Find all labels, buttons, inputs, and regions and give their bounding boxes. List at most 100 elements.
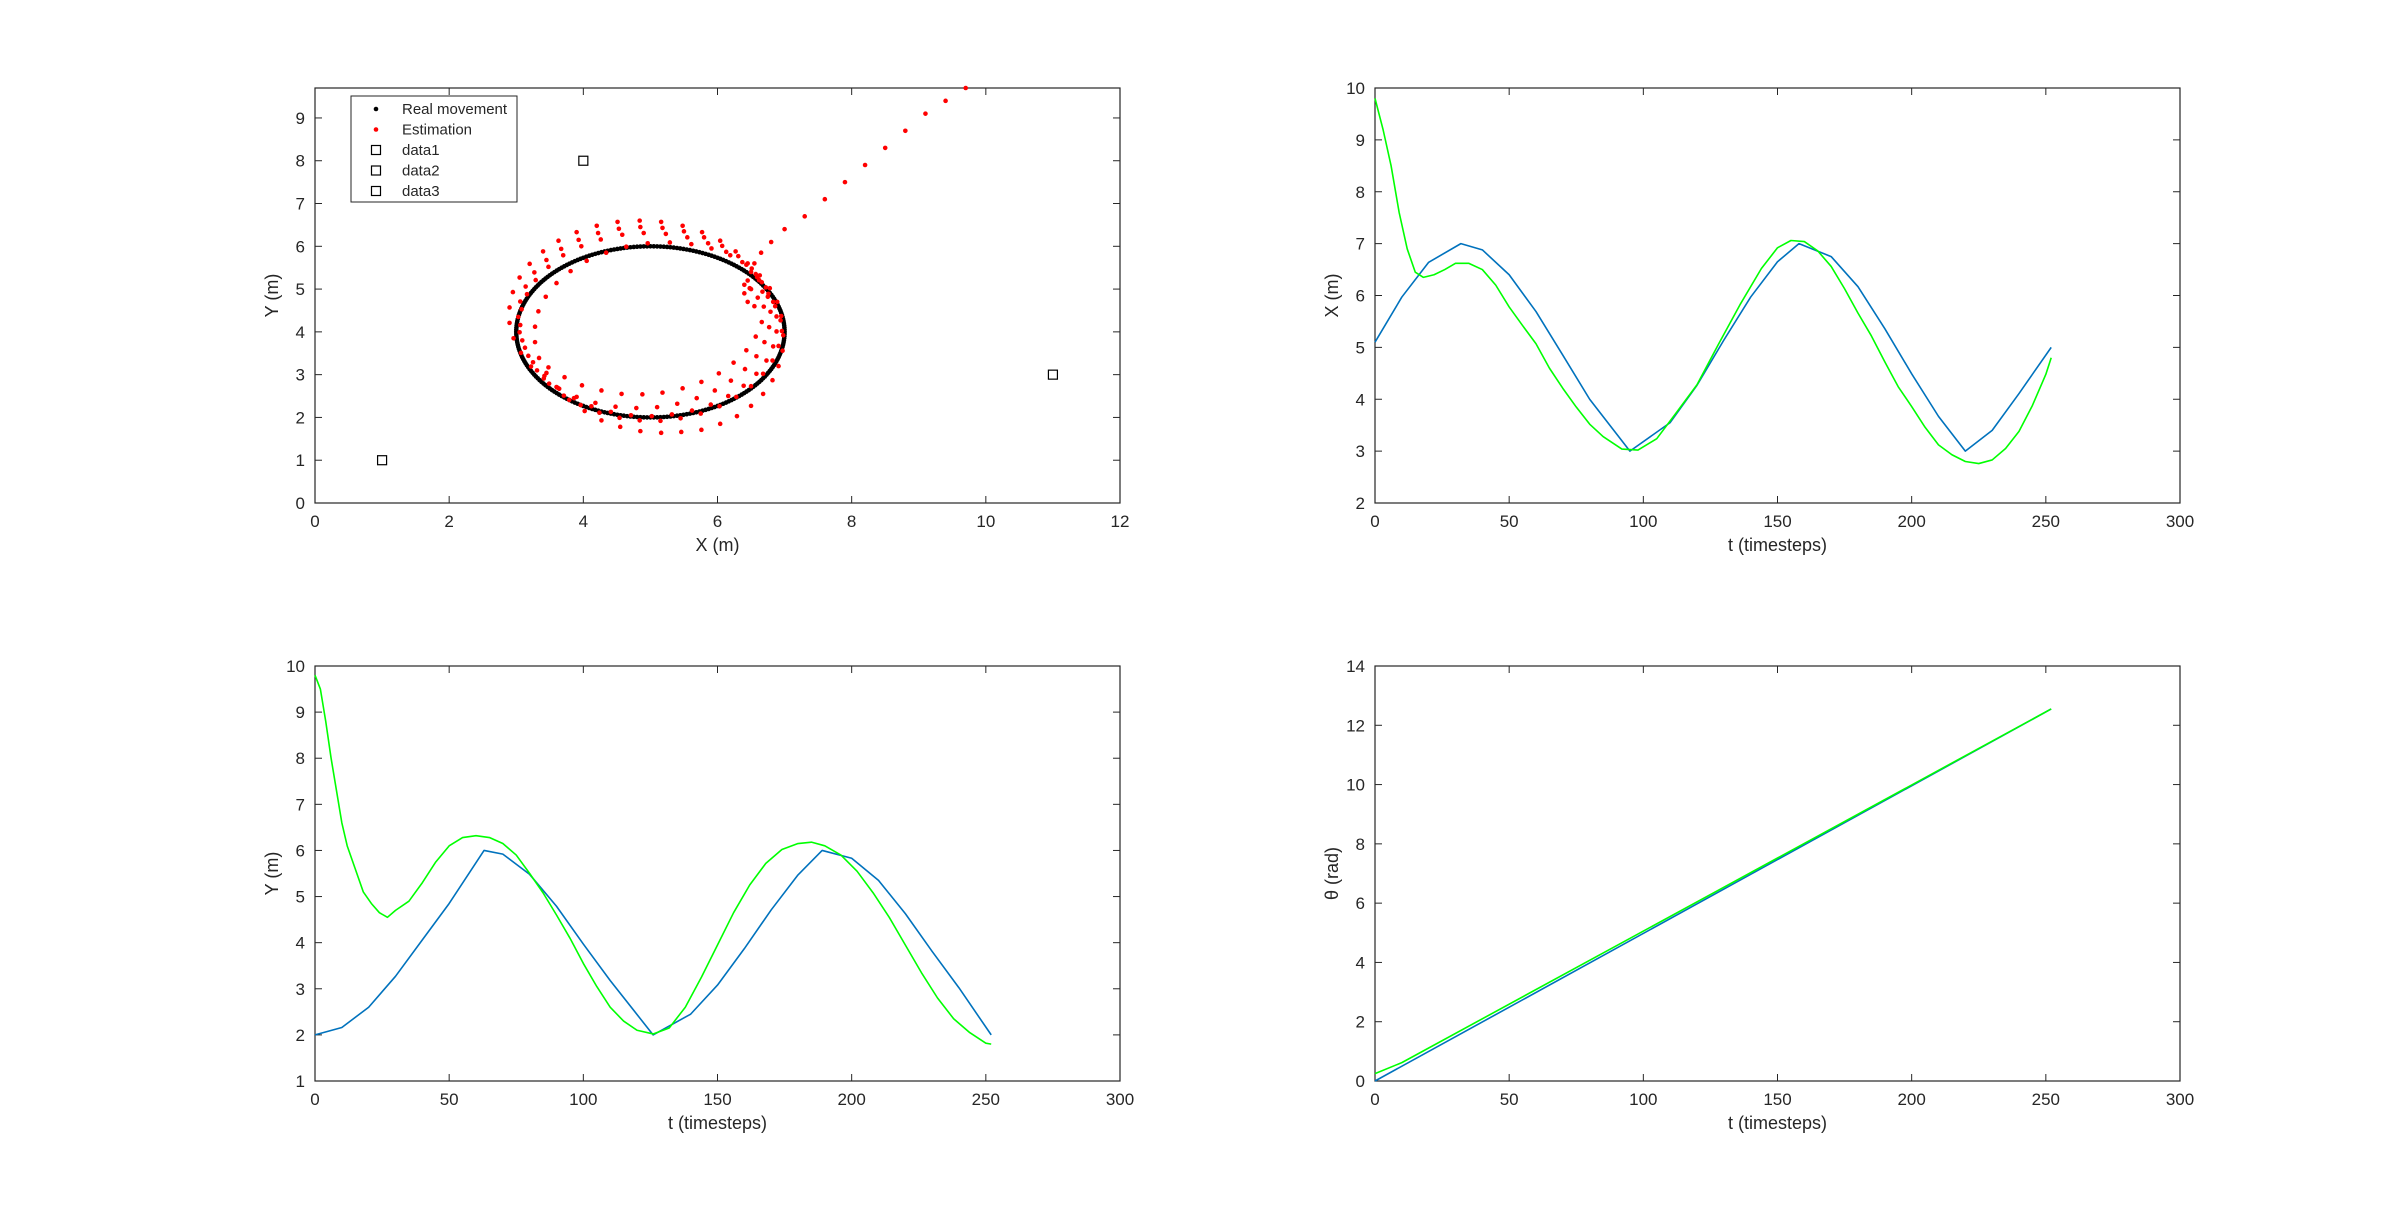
estimation-point: [760, 371, 766, 377]
estimation-point: [546, 365, 551, 370]
y-tick-label: 2: [296, 1026, 305, 1045]
estimation-point: [574, 229, 579, 235]
estimation-point: [556, 238, 561, 244]
estimation-point: [779, 328, 785, 334]
estimation-point: [768, 239, 774, 245]
estimation-point: [597, 410, 602, 416]
x-tick-label: 100: [1629, 512, 1657, 531]
landmark-data1: [376, 455, 388, 466]
estimation-point: [723, 249, 729, 255]
landmark-data2: [578, 155, 589, 166]
estimation-point: [768, 309, 773, 315]
estimation-point: [745, 278, 750, 283]
estimation-point: [742, 282, 747, 288]
estimation-point: [584, 258, 589, 264]
y-axis-label: Y (m): [262, 852, 282, 896]
estimation-point: [532, 324, 538, 330]
y-tick-label: 10: [1346, 776, 1365, 795]
estimation-point: [556, 386, 562, 392]
estimation-point: [574, 394, 579, 400]
estimation-point: [712, 388, 718, 393]
estimation-point: [765, 294, 771, 300]
estimation-point: [617, 424, 623, 430]
estimation-point: [760, 391, 766, 397]
estimation-point: [774, 314, 779, 319]
x-tick-label: 2: [444, 512, 453, 531]
estimation-point: [772, 303, 778, 309]
real-movement-point: [654, 244, 660, 249]
estimation-point: [728, 378, 734, 383]
estimation-point: [745, 261, 750, 266]
estimate-series-line: [1374, 708, 2052, 1075]
estimation-point: [507, 305, 512, 310]
estimation-point: [680, 223, 685, 229]
estimation-point: [524, 291, 530, 297]
estimation-point: [774, 329, 779, 334]
estimation-point: [763, 285, 769, 290]
estimation-point: [725, 393, 731, 399]
estimation-point: [681, 229, 687, 234]
estimation-point: [758, 250, 764, 256]
estimation-point: [709, 246, 714, 251]
x-tick-label: 50: [1500, 512, 1519, 531]
estimation-point: [716, 371, 722, 376]
estimation-point: [701, 235, 707, 240]
estimation-point: [745, 299, 750, 305]
y-tick-label: 1: [296, 451, 305, 470]
real-movement-point: [661, 414, 667, 420]
estimation-point: [694, 395, 700, 401]
estimation-point: [546, 381, 552, 386]
x-tick-label: 0: [1370, 512, 1379, 531]
y-tick-label: 0: [1356, 1072, 1365, 1091]
y-tick-label: 6: [1356, 894, 1365, 913]
x-tick-label: 250: [2032, 512, 2060, 531]
estimation-point: [517, 329, 522, 335]
estimation-point: [519, 306, 524, 312]
estimation-point: [616, 226, 622, 232]
x-tick-label: 0: [310, 1090, 319, 1109]
y-tick-label: 3: [1356, 442, 1365, 461]
real-movement-point: [634, 414, 640, 420]
estimation-point: [526, 353, 531, 359]
estimation-point: [628, 412, 634, 418]
estimation-point: [742, 366, 748, 372]
estimation-point: [740, 259, 745, 265]
estimation-point: [619, 232, 625, 238]
estimation-point: [517, 275, 522, 280]
y-tick-label: 2: [1356, 494, 1365, 513]
estimation-point: [536, 355, 542, 361]
estimation-point: [532, 339, 538, 345]
x-axis-label: t (timesteps): [1728, 1113, 1827, 1133]
legend-box: [350, 95, 518, 203]
estimation-point: [533, 277, 539, 283]
estimation-point: [560, 252, 566, 258]
real-series-line: [314, 849, 992, 1036]
estimation-point: [752, 261, 757, 266]
y-axis-label: Y (m): [262, 274, 282, 318]
y-tick-label: 3: [296, 366, 305, 385]
axes-box: [1374, 665, 2181, 1082]
estimate-series-line: [1374, 98, 2052, 465]
estimation-point: [536, 309, 541, 314]
estimation-point: [562, 374, 567, 380]
estimation-point: [822, 196, 828, 202]
estimation-point: [528, 364, 534, 369]
y-tick-label: 5: [1356, 338, 1365, 357]
estimation-point: [749, 266, 755, 271]
estimation-point: [759, 319, 765, 325]
estimation-point: [689, 408, 695, 413]
estimation-point: [595, 230, 601, 236]
y-tick-label: 14: [1346, 657, 1365, 676]
x-tick-label: 50: [440, 1090, 459, 1109]
estimation-point: [637, 418, 642, 423]
estimation-point: [527, 261, 532, 267]
y-tick-label: 7: [296, 195, 305, 214]
real-movement-point: [658, 414, 663, 420]
estimation-point: [717, 238, 723, 244]
estimation-point: [654, 404, 660, 410]
x-tick-label: 0: [1370, 1090, 1379, 1109]
x-tick-label: 0: [310, 512, 319, 531]
estimation-point: [517, 299, 523, 304]
estimation-point: [685, 235, 690, 240]
